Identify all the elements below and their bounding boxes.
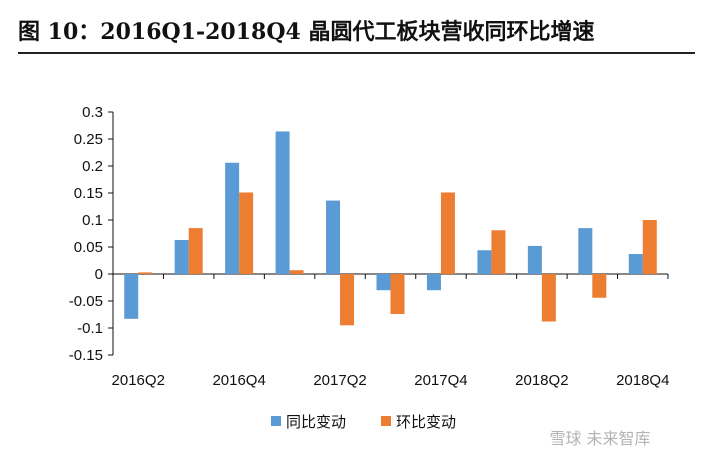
bar-series-2	[592, 274, 607, 298]
y-tick-label: 0.3	[82, 104, 103, 121]
bar-series-1	[426, 274, 441, 291]
bar-series-2	[491, 230, 506, 274]
bar-series-2	[440, 192, 455, 274]
bar-series-1	[275, 131, 290, 274]
bar-series-1	[578, 228, 593, 274]
bar-series-2	[642, 220, 657, 274]
bar-series-2	[239, 192, 254, 274]
y-tick-label: 0.2	[82, 158, 103, 175]
y-tick-label: 0.1	[82, 212, 103, 229]
y-tick-label: 0.25	[74, 131, 103, 148]
x-tick-label: 2017Q4	[414, 372, 467, 389]
bar-series-2	[541, 274, 556, 322]
legend-label-series-2: 环比变动	[396, 413, 456, 431]
bar-series-1	[174, 239, 189, 274]
bars	[124, 131, 657, 326]
legend-swatch-series-2	[381, 416, 391, 426]
y-axis: 0.3 0.25 0.2 0.15 0.1 0.05 0 -0.05 -0.1 -0.15	[69, 104, 114, 364]
bar-series-1	[376, 274, 391, 291]
y-tick-label: 0.05	[74, 239, 103, 256]
bar-series-2	[138, 272, 153, 274]
y-tick-label: -0.05	[69, 293, 103, 310]
watermark: 雪球 未来智库	[549, 429, 650, 448]
bar-series-1	[527, 245, 542, 274]
y-tick-label: 0.15	[74, 185, 103, 202]
bar-series-2	[340, 274, 355, 326]
y-tick-label: 0	[95, 266, 103, 283]
x-tick-label: 2018Q4	[616, 372, 669, 389]
bar-series-1	[326, 200, 341, 274]
bar-series-1	[628, 254, 643, 274]
bar-series-2	[390, 274, 405, 314]
figure-title: 图 10：2016Q1-2018Q4 晶圆代工板块营收同环比增速	[18, 19, 595, 45]
x-tick-label: 2016Q4	[212, 372, 265, 389]
legend: 同比变动 环比变动	[271, 413, 456, 431]
y-tick-label: -0.15	[69, 347, 103, 364]
bar-series-1	[477, 250, 492, 274]
bar-series-2	[188, 228, 203, 274]
y-tick-label: -0.1	[77, 320, 103, 337]
bar-series-1	[225, 162, 240, 274]
bar-series-2	[289, 270, 304, 274]
legend-swatch-series-1	[271, 416, 281, 426]
bar-series-1	[124, 274, 139, 319]
x-tick-label: 2016Q2	[112, 372, 165, 389]
title-underline	[18, 52, 695, 54]
x-tick-label: 2018Q2	[515, 372, 568, 389]
x-tick-label: 2017Q2	[313, 372, 366, 389]
legend-label-series-1: 同比变动	[286, 413, 346, 431]
